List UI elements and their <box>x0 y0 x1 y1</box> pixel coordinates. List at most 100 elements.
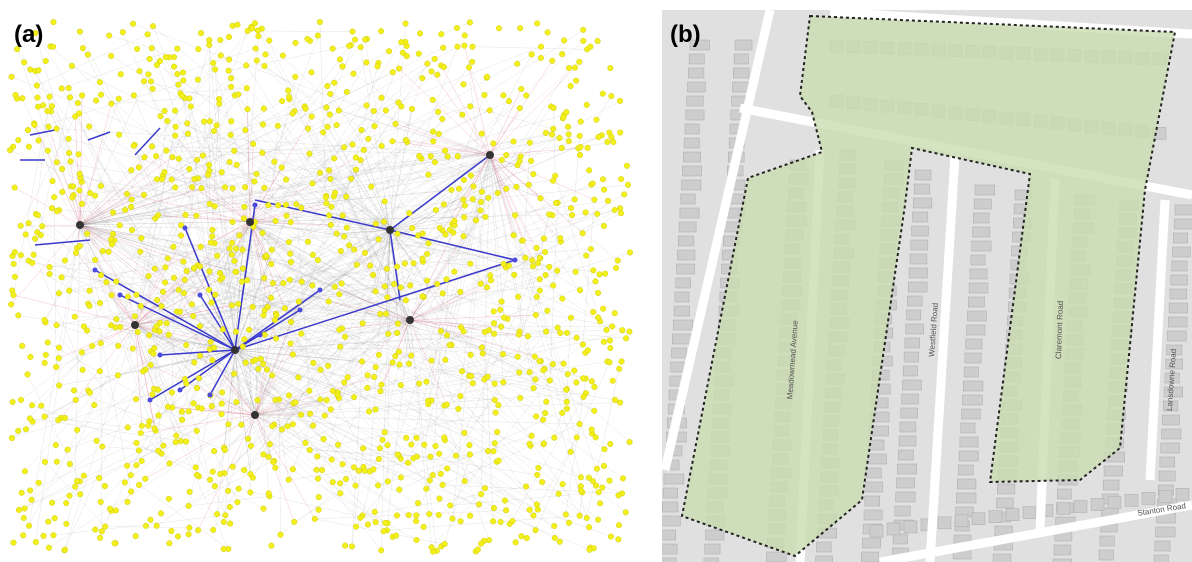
building <box>1167 331 1186 341</box>
node <box>353 167 359 173</box>
node <box>559 410 565 416</box>
node <box>22 469 28 475</box>
node <box>384 266 390 272</box>
node <box>623 510 629 516</box>
building <box>735 40 752 50</box>
node <box>534 245 540 251</box>
node <box>246 327 252 333</box>
node <box>353 524 359 530</box>
node <box>231 371 237 377</box>
node <box>500 351 506 357</box>
node <box>430 129 436 135</box>
node <box>531 171 537 177</box>
node <box>116 96 122 102</box>
node <box>511 139 517 145</box>
building <box>1161 443 1180 453</box>
node <box>438 471 444 477</box>
building <box>867 468 882 478</box>
node <box>376 456 382 462</box>
edge <box>414 249 591 263</box>
node <box>198 293 203 298</box>
node <box>319 467 325 473</box>
node <box>315 257 321 263</box>
node <box>564 399 570 405</box>
node <box>482 485 488 491</box>
node <box>113 279 119 285</box>
node <box>578 474 584 480</box>
node <box>178 438 184 444</box>
node <box>250 304 256 310</box>
node <box>23 426 29 432</box>
node <box>344 89 350 95</box>
node <box>397 487 403 493</box>
node <box>98 499 104 505</box>
node <box>66 136 72 142</box>
node <box>269 373 275 379</box>
node <box>263 253 269 259</box>
node <box>36 480 42 486</box>
node <box>396 100 402 106</box>
node <box>513 258 518 263</box>
node <box>512 212 518 218</box>
node <box>365 372 371 378</box>
node <box>315 454 321 460</box>
node <box>591 268 597 274</box>
node <box>499 157 505 163</box>
node <box>260 150 266 156</box>
node <box>176 156 182 162</box>
node <box>134 46 140 52</box>
node <box>467 452 473 458</box>
node <box>158 511 164 517</box>
building <box>1099 550 1114 560</box>
node <box>592 197 598 203</box>
node <box>470 380 476 386</box>
node <box>149 45 155 51</box>
node <box>207 477 213 483</box>
node <box>511 272 517 278</box>
edge <box>265 66 327 107</box>
node <box>194 157 200 163</box>
node <box>66 288 72 294</box>
node <box>503 186 509 192</box>
node <box>432 56 438 62</box>
node <box>565 124 571 130</box>
node <box>424 251 430 257</box>
hub <box>76 221 84 229</box>
node <box>254 58 260 64</box>
figure: Meadowmead Avenue Westfield Road Claremo… <box>0 0 1192 562</box>
node <box>385 479 391 485</box>
node <box>239 422 245 428</box>
building <box>964 367 978 377</box>
edge <box>125 167 139 210</box>
node <box>244 277 250 283</box>
node <box>131 93 137 99</box>
node <box>210 469 216 475</box>
node <box>66 150 72 156</box>
node <box>249 26 255 32</box>
node <box>342 334 348 340</box>
node <box>20 95 26 101</box>
node <box>354 262 360 268</box>
node <box>452 218 458 224</box>
node <box>72 114 78 120</box>
building <box>1108 496 1121 508</box>
node <box>102 483 108 489</box>
building <box>664 474 684 484</box>
node <box>566 138 572 144</box>
node <box>68 159 74 165</box>
node <box>327 91 333 97</box>
node <box>230 186 236 192</box>
building <box>972 241 991 251</box>
node <box>286 477 292 483</box>
node <box>393 353 399 359</box>
node <box>72 484 78 490</box>
node <box>236 486 242 492</box>
node <box>596 489 602 495</box>
building <box>907 296 922 306</box>
node <box>461 233 467 239</box>
node <box>559 51 565 57</box>
node <box>93 98 99 104</box>
node <box>450 516 456 522</box>
node <box>208 240 214 246</box>
node <box>580 38 586 44</box>
